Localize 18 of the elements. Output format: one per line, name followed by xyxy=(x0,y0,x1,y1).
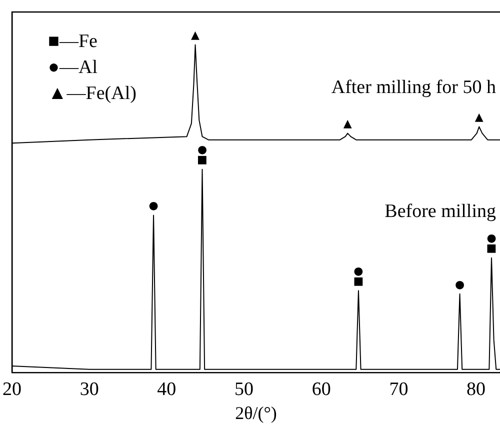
x-tick-label: 60 xyxy=(312,378,331,400)
x-tick-label: 80 xyxy=(466,378,486,400)
annotation: ▲ xyxy=(474,110,484,124)
x-tick-label: 30 xyxy=(80,378,99,400)
x-axis-title: 2θ/(°) xyxy=(235,402,277,423)
x-tick-label: 20 xyxy=(2,378,22,400)
annotation: ▲ xyxy=(191,28,200,42)
x-tick-label: 70 xyxy=(389,378,408,400)
series-label: Before milling xyxy=(384,200,496,222)
x-tick-label: 40 xyxy=(157,378,176,400)
annotation: ● xyxy=(454,278,465,291)
annotation: ▲ xyxy=(343,117,352,130)
annotation: ▲—Fe(Al) xyxy=(48,82,136,104)
series-label: After milling for 50 h xyxy=(331,76,496,98)
annotation: ● xyxy=(148,199,158,212)
x-tick-label: 50 xyxy=(234,378,254,400)
annotation: ■—Fe xyxy=(48,30,98,52)
annotation: ●—Al xyxy=(48,56,98,78)
